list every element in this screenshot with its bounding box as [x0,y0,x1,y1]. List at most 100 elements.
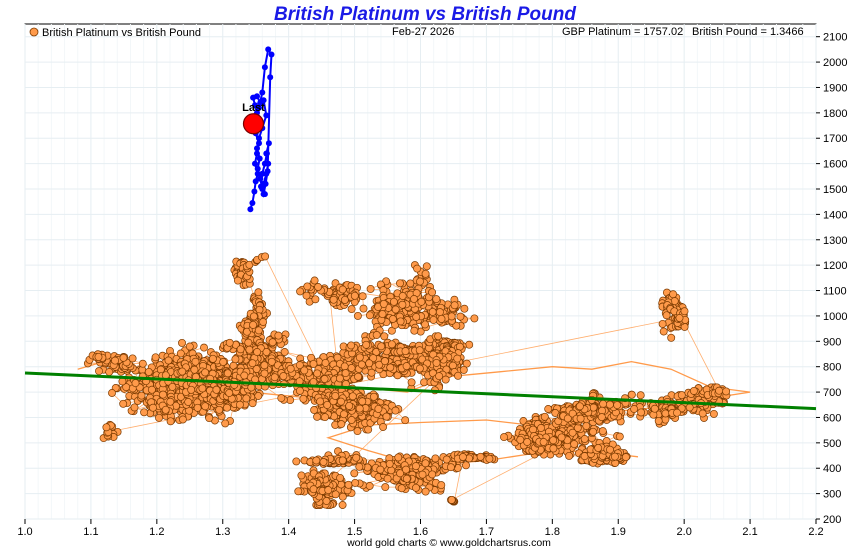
history-point [435,308,444,317]
history-point [200,343,208,352]
history-point [119,399,128,408]
history-point [355,353,364,362]
history-point [198,384,207,393]
recent-point [260,191,267,198]
history-point [161,405,170,414]
history-point [428,470,437,479]
history-point [279,372,288,381]
history-point [280,348,289,356]
history-point [303,282,312,291]
history-point [319,458,328,466]
history-point [422,262,431,271]
history-point [669,290,678,299]
history-point [336,473,345,482]
history-point [155,413,163,422]
history-point [268,338,277,347]
history-point [557,433,566,442]
history-point [465,340,474,349]
history-point [236,345,245,354]
history-point [673,408,681,417]
history-point [309,485,318,494]
history-point [205,414,214,423]
history-point [314,283,323,291]
history-point [450,301,459,310]
british-pound-readout: British Pound = 1.3466 [692,26,804,38]
history-point [385,459,394,468]
history-point [335,374,344,383]
history-point [111,356,120,365]
history-point [401,347,410,356]
history-point [297,471,306,480]
history-point [365,482,374,490]
history-point [447,495,456,504]
history-point [184,398,193,406]
recent-point [268,51,275,58]
history-point [292,457,301,466]
history-point [677,391,686,400]
history-point [659,327,668,336]
history-point [178,367,187,376]
legend-label: British Platinum vs British Pound [42,27,201,39]
history-point [147,385,156,394]
history-point [381,483,390,492]
history-point [240,371,249,380]
history-point [137,391,146,400]
history-point [410,295,418,303]
x-tick-label: 1.0 [17,526,32,538]
y-tick-label: 1200 [823,260,847,272]
history-point [382,412,391,421]
x-tick-label: 1.4 [281,526,296,538]
history-point [190,365,199,374]
history-point [316,397,325,406]
history-point [575,402,584,411]
history-point [262,348,271,356]
history-point [310,406,319,414]
history-point [245,345,254,354]
history-point [621,453,630,462]
history-point [523,438,532,446]
history-point [715,386,724,395]
y-tick-label: 1500 [823,184,847,196]
history-point [435,372,444,381]
history-point [312,456,321,465]
history-point [168,382,177,391]
history-point [432,358,441,367]
history-point [396,317,405,326]
history-point [208,354,217,363]
history-point [259,318,268,326]
history-point [344,480,353,489]
history-point [661,409,670,418]
history-point [108,389,116,397]
history-point [637,408,646,417]
y-tick-label: 1800 [823,108,847,120]
history-point [387,466,396,475]
history-point [568,428,577,437]
history-point [347,341,356,350]
y-tick-label: 1100 [823,286,847,298]
history-point [235,400,244,409]
history-point [341,369,350,378]
history-point [549,444,558,453]
history-point [119,353,128,362]
history-point [485,454,494,463]
y-tick-label: 2100 [823,32,847,44]
history-point [416,277,424,286]
history-point [254,326,263,335]
history-point [296,287,305,296]
history-point [249,312,258,321]
history-point [185,342,194,351]
history-point [347,416,356,424]
history-point [242,394,251,403]
history-point [398,300,407,309]
history-point [658,319,667,328]
recent-point [251,188,258,195]
history-point [442,455,451,464]
history-point [286,364,295,373]
history-point [670,297,679,306]
history-point [401,416,410,425]
y-tick-label: 1000 [823,311,847,323]
x-tick-label: 1.9 [611,526,626,538]
recent-point [265,46,272,53]
history-point [667,333,676,342]
history-point [355,404,364,413]
